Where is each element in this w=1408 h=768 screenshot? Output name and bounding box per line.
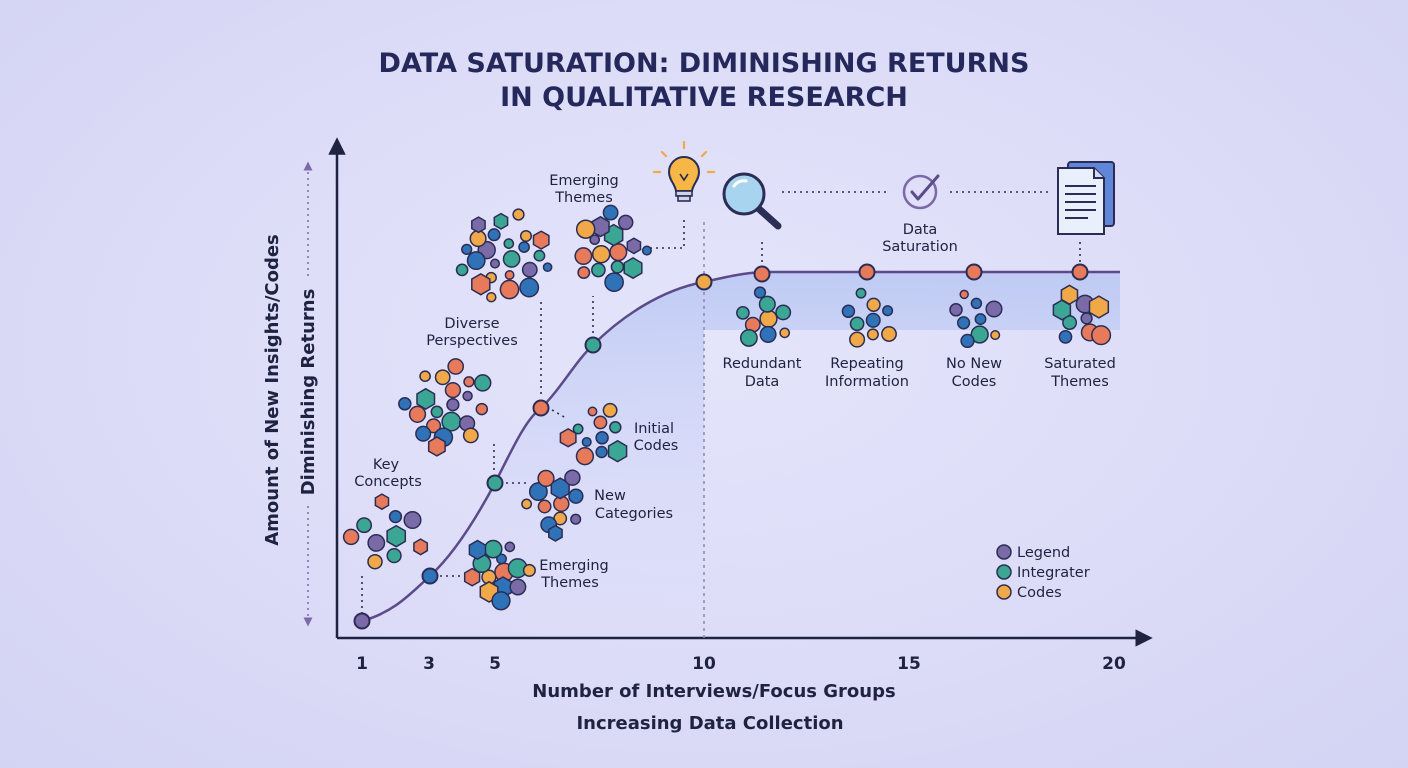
x-tick-10: 10 xyxy=(692,654,716,674)
curve-point-4 xyxy=(532,399,550,417)
connectors xyxy=(361,191,1081,620)
curve-point-7 xyxy=(753,265,771,283)
legend-item-legend: Legend xyxy=(1017,545,1070,561)
x-tick-3: 3 xyxy=(423,654,435,674)
cluster-new-categories xyxy=(521,469,584,542)
label-no-new-codes-2: Codes xyxy=(952,374,997,390)
cluster-no-new-codes xyxy=(949,289,1003,349)
legend: Legend Integrater Codes xyxy=(996,544,1090,601)
magnifier-icon xyxy=(722,172,782,230)
cluster-redundant-data xyxy=(736,286,792,347)
legend-swatch-purple xyxy=(996,544,1012,560)
cluster-emerging-themes-top xyxy=(455,208,553,303)
cluster-emerging-themes-low xyxy=(463,539,536,611)
code-clusters xyxy=(342,204,1112,611)
cluster-diverse-perspectives xyxy=(398,358,492,457)
label-data-saturation-1: Data xyxy=(903,222,938,238)
y-axis-sublabel: Diminishing Returns xyxy=(298,289,319,496)
label-diverse-perspectives-1: Diverse xyxy=(444,316,499,332)
label-repeating-information-2: Information xyxy=(825,374,909,390)
x-axis-sublabel: Increasing Data Collection xyxy=(576,713,843,734)
cluster-repeating-information xyxy=(841,287,897,348)
label-new-categories-2: Categories xyxy=(595,506,673,522)
label-repeating-information-1: Repeating xyxy=(830,356,903,372)
lightbulb-icon xyxy=(652,140,716,202)
legend-item-codes: Codes xyxy=(1017,585,1062,601)
curve-point-2 xyxy=(421,567,439,585)
x-axis-label: Number of Interviews/Focus Groups xyxy=(532,681,895,702)
label-saturated-themes-2: Themes xyxy=(1050,374,1109,390)
label-redundant-data-1: Redundant xyxy=(723,356,802,372)
label-data-saturation-2: Saturation xyxy=(882,239,958,255)
curve-point-9 xyxy=(965,263,983,281)
x-tick-5: 5 xyxy=(489,654,501,674)
title-line-1: DATA SATURATION: DIMINISHING RETURNS xyxy=(379,48,1030,79)
legend-item-integrater: Integrater xyxy=(1017,565,1090,581)
label-emerging-themes-high-1: Emerging xyxy=(549,173,619,189)
label-emerging-themes-high-2: Themes xyxy=(554,190,613,206)
label-emerging-themes-low-1: Emerging xyxy=(539,558,609,574)
document-icon xyxy=(1057,161,1115,235)
cluster-emerging-themes-high xyxy=(574,204,652,293)
label-diverse-perspectives-2: Perspectives xyxy=(426,333,518,349)
curve-point-1 xyxy=(353,612,371,630)
curve-points xyxy=(353,263,1089,630)
label-key-concepts-2: Concepts xyxy=(354,474,422,490)
cluster-saturated-themes xyxy=(1052,284,1112,346)
label-initial-codes-2: Codes xyxy=(634,438,679,454)
y-axis-label: Amount of New Insights/Codes xyxy=(262,234,283,546)
curve-point-8 xyxy=(858,263,876,281)
label-saturated-themes-1: Saturated xyxy=(1044,356,1116,372)
label-redundant-data-2: Data xyxy=(745,374,780,390)
stage-labels: Key Concepts Emerging Themes New Categor… xyxy=(354,173,1116,591)
curve-point-6 xyxy=(695,273,713,291)
curve-point-5 xyxy=(584,336,602,354)
checkmark-icon xyxy=(902,174,940,210)
x-tick-labels: 1 3 5 10 15 20 xyxy=(356,654,1126,674)
label-key-concepts-1: Key xyxy=(373,457,400,473)
x-tick-1: 1 xyxy=(356,654,368,674)
label-initial-codes-1: Initial xyxy=(634,421,674,437)
label-emerging-themes-low-2: Themes xyxy=(540,575,599,591)
x-tick-20: 20 xyxy=(1102,654,1126,674)
legend-swatch-orange xyxy=(996,584,1012,600)
label-new-categories-1: New xyxy=(594,488,626,504)
curve-area-fill xyxy=(362,272,1120,638)
label-no-new-codes-1: No New xyxy=(946,356,1002,372)
cluster-key-concepts xyxy=(342,493,429,570)
cluster-initial-codes xyxy=(559,402,628,466)
title-line-2: IN QUALITATIVE RESEARCH xyxy=(500,82,908,113)
curve-point-10 xyxy=(1071,263,1089,281)
x-tick-15: 15 xyxy=(897,654,921,674)
curve-point-3 xyxy=(486,474,504,492)
legend-swatch-teal xyxy=(996,564,1012,580)
